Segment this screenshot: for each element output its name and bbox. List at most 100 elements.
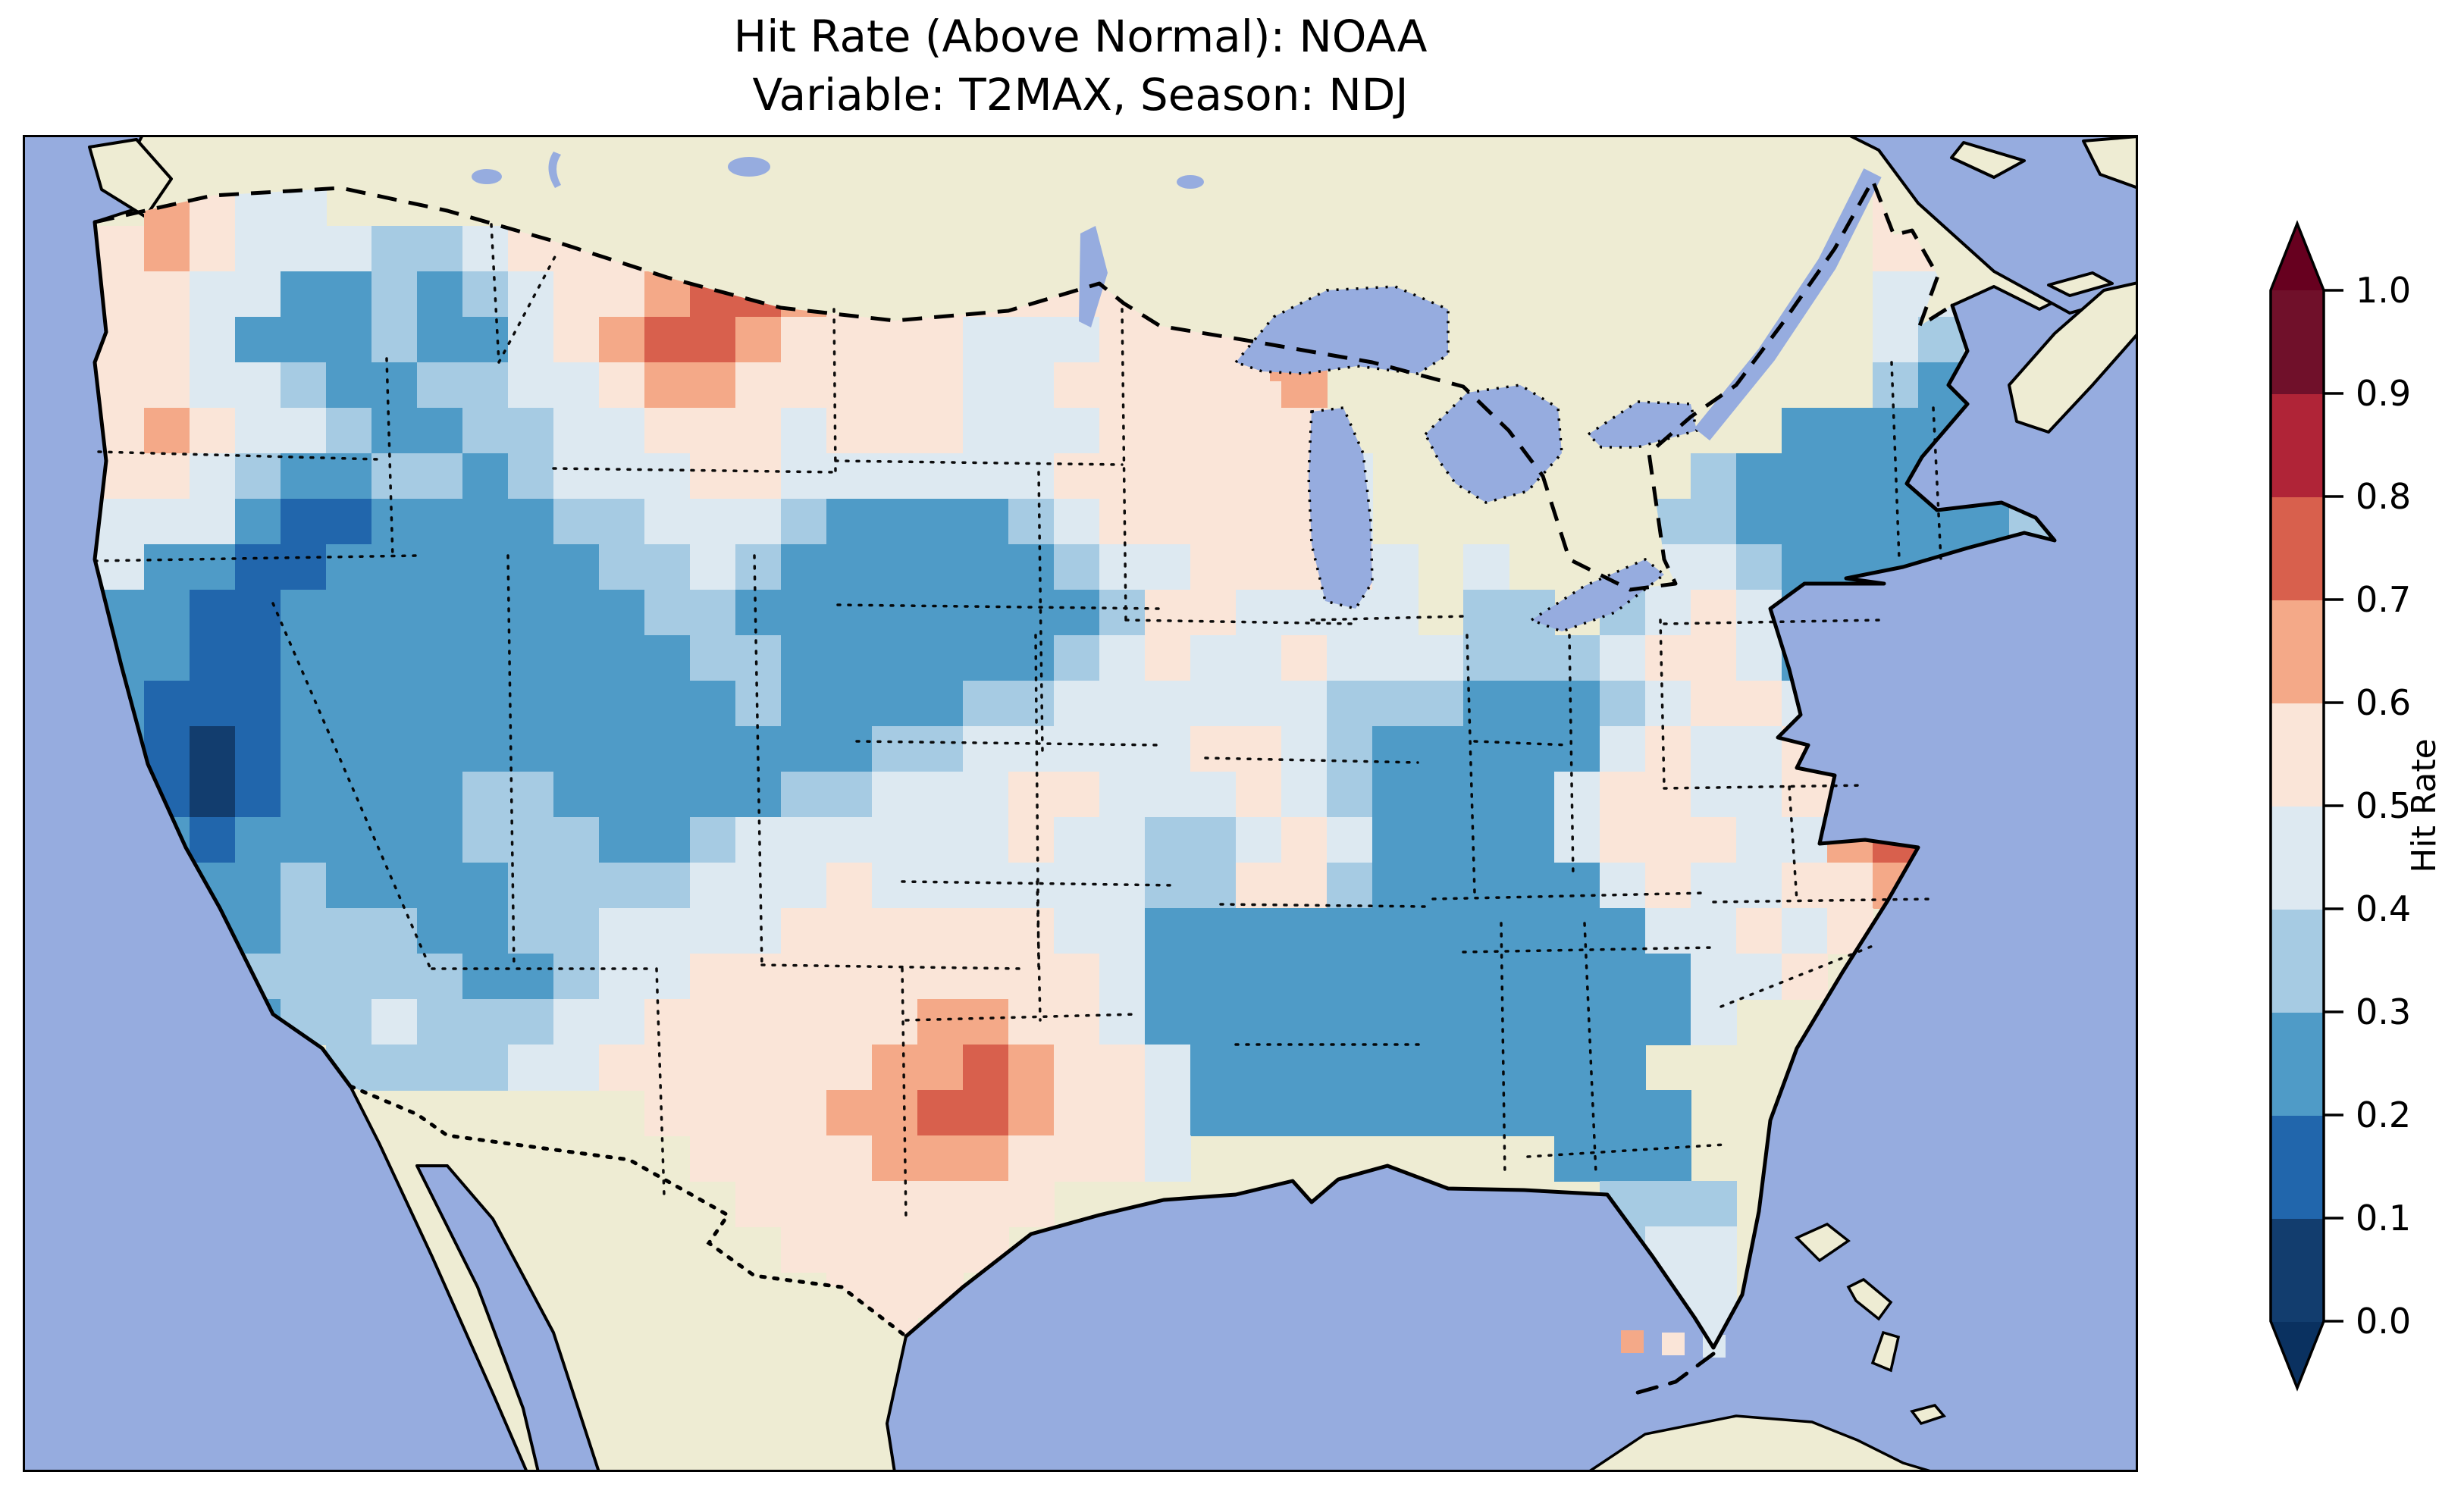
heatmap-cell: [644, 408, 691, 454]
heatmap-cell: [1190, 726, 1237, 772]
heatmap-cell: [872, 635, 918, 681]
heatmap-cell: [417, 226, 463, 272]
heatmap-cell: [1554, 999, 1600, 1045]
heatmap-cell: [1008, 999, 1055, 1045]
heatmap-cell: [190, 681, 236, 727]
colorbar-segment: [2271, 703, 2324, 807]
heatmap-cell: [1645, 908, 1691, 954]
heatmap-cell: [417, 408, 463, 454]
heatmap-cell: [326, 271, 372, 318]
heatmap-cell: [281, 453, 327, 500]
heatmap-cell: [417, 635, 463, 681]
colorbar-tick-label: 0.1: [2356, 1198, 2411, 1239]
heatmap-cell: [1554, 726, 1600, 772]
heatmap-cell: [690, 726, 736, 772]
heatmap-cell: [1418, 726, 1464, 772]
heatmap-cell: [1008, 772, 1055, 818]
heatmap-cell: [1372, 590, 1419, 636]
heatmap-cell: [781, 817, 827, 863]
heatmap-cell: [144, 362, 190, 409]
heatmap-cell: [553, 317, 600, 363]
heatmap-cell: [1736, 954, 1782, 1000]
heatmap-cell: [599, 999, 645, 1045]
heatmap-cell: [417, 499, 463, 545]
heatmap-cell: [1099, 954, 1146, 1000]
heatmap-cell: [781, 999, 827, 1045]
heatmap-cell: [1190, 544, 1237, 590]
heatmap-cell: [1782, 772, 1828, 818]
heatmap-cell: [1463, 999, 1509, 1045]
colorbar-segment: [2271, 290, 2324, 394]
heatmap-cell: [1600, 817, 1646, 863]
heatmap-cell: [1645, 726, 1691, 772]
heatmap-cell: [1054, 817, 1100, 863]
heatmap-cell: [1691, 453, 1737, 500]
heatmap-cell: [326, 954, 372, 1000]
heatmap-cell: [1509, 772, 1555, 818]
heatmap-cell: [144, 726, 190, 772]
heatmap-cell: [1099, 1045, 1146, 1091]
heatmap-cell: [371, 499, 418, 545]
heatmap-cell: [1190, 863, 1237, 909]
nova-scotia: [2008, 281, 2138, 434]
heatmap-cell: [462, 635, 509, 681]
heatmap-cell: [326, 226, 372, 272]
heatmap-cell: [553, 544, 600, 590]
heatmap-cell: [1645, 863, 1691, 909]
heatmap-cell: [1691, 1181, 1737, 1227]
heatmap-cell: [508, 726, 554, 772]
heatmap-cell: [553, 271, 600, 318]
heatmap-cell: [1281, 772, 1328, 818]
heatmap-cell: [1190, 817, 1237, 863]
heatmap-cell: [1327, 1045, 1373, 1091]
heatmap-cell: [826, 908, 873, 954]
heatmap-cell: [872, 999, 918, 1045]
heatmap-cell: [826, 1226, 873, 1273]
heatmap-cell: [735, 408, 782, 454]
heatmap-cell: [553, 499, 600, 545]
heatmap-cell: [190, 590, 236, 636]
colorbar-segment: [2271, 909, 2324, 1013]
heatmap-cell: [462, 817, 509, 863]
heatmap-cell: [1190, 772, 1237, 818]
heatmap-cell: [1281, 863, 1328, 909]
heatmap-cell: [781, 362, 827, 409]
prince-edward-island: [2047, 271, 2114, 297]
heatmap-cell: [1008, 1045, 1055, 1091]
heatmap-cell: [1600, 681, 1646, 727]
heatmap-cell: [917, 1090, 964, 1136]
heatmap-cell: [1008, 681, 1055, 727]
heatmap-cell: [1873, 271, 1919, 318]
heatmap-cell: [826, 499, 873, 545]
heatmap-cell: [963, 772, 1009, 818]
heatmap-cell: [1827, 499, 1873, 545]
heatmap-cell: [1145, 1045, 1191, 1091]
heatmap-cell: [1327, 817, 1373, 863]
heatmap-cell: [872, 772, 918, 818]
heatmap-cell: [735, 499, 782, 545]
heatmap-cell: [599, 271, 645, 318]
heatmap-cell: [1600, 1090, 1646, 1136]
heatmap-cell: [1008, 726, 1055, 772]
heatmap-cell: [826, 1135, 873, 1182]
heatmap-cell: [690, 408, 736, 454]
heatmap-cell: [144, 544, 190, 590]
lake-erie: [1528, 557, 1666, 633]
heatmap-cell: [1145, 453, 1191, 500]
heatmap-cell: [963, 499, 1009, 545]
heatmap-cell: [599, 453, 645, 500]
heatmap-cell: [1190, 590, 1237, 636]
heatmap-cell: [281, 954, 327, 1000]
us-canada-border: [94, 178, 1954, 592]
heatmap-cell: [1008, 544, 1055, 590]
heatmap-cell: [1099, 726, 1146, 772]
heatmap-cell: [1054, 772, 1100, 818]
heatmap-cell: [963, 954, 1009, 1000]
heatmap-cell: [735, 1181, 782, 1227]
heatmap-cell: [417, 726, 463, 772]
heatmap-cell: [1827, 408, 1873, 454]
heatmap-cell: [508, 999, 554, 1045]
heatmap-cell: [963, 408, 1009, 454]
heatmap-cell: [462, 226, 509, 272]
colorbar-segment: [2271, 600, 2324, 703]
